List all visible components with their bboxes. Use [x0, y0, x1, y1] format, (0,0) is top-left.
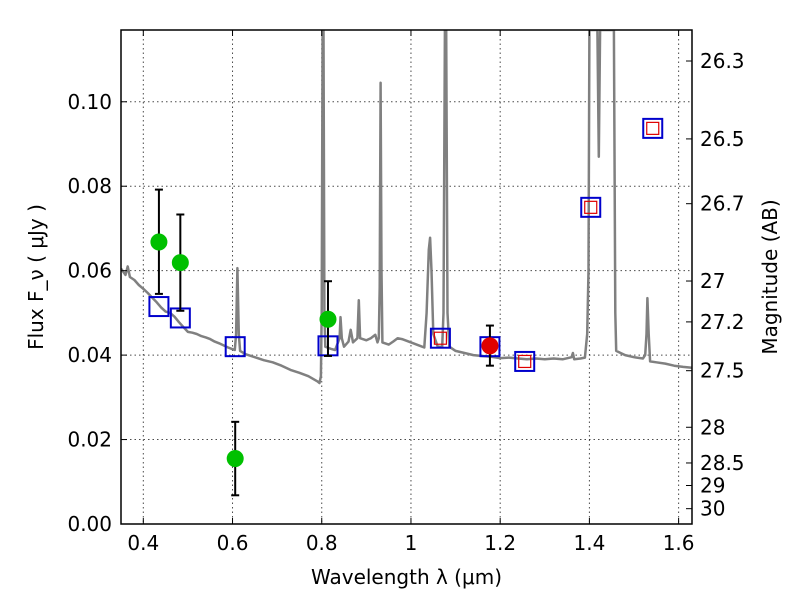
right-tick-label: 27.5 [700, 359, 745, 383]
observed-point [150, 233, 168, 251]
model-square-red [584, 200, 598, 214]
model-square-red [646, 121, 660, 135]
model-square-blue [224, 336, 246, 358]
observed-point [226, 450, 244, 468]
y-tick-label: 0.00 [67, 512, 112, 536]
y-tick-label: 0.06 [67, 259, 112, 283]
plot-frame [120, 29, 693, 525]
observed-point [171, 254, 189, 272]
spectrum-layer [121, 30, 692, 385]
x-tick-label: 0.6 [217, 531, 249, 555]
model-square-blue [148, 296, 170, 318]
right-tick-label: 28 [700, 415, 725, 439]
right-tick-label: 28.5 [700, 451, 745, 475]
model-square-blue [580, 196, 602, 218]
observed-point [481, 337, 499, 355]
y-axis-label: Flux F_ν ( μJy ) [24, 204, 48, 350]
y-tick-label: 0.10 [67, 90, 112, 114]
x-tick-label: 0.8 [306, 531, 338, 555]
y-tick-label: 0.08 [67, 174, 112, 198]
label-layer: 0.4 0.6 0.8 1 1.2 1.4 1.6 0.00 0.02 0.04 0.06 0.08 0… [24, 49, 782, 589]
observed-point [319, 310, 337, 328]
model-square-red [433, 331, 448, 345]
right-tick-label: 27 [700, 269, 725, 293]
right-tick-label: 26.3 [700, 49, 745, 73]
right-tick-label: 26.7 [700, 192, 745, 216]
model-square-red [518, 354, 532, 369]
x-tick-label: 0.4 [127, 531, 159, 555]
y-tick-label: 0.04 [67, 343, 112, 367]
right-axis-label: Magnitude (AB) [758, 199, 782, 354]
x-axis-label: Wavelength λ (μm) [311, 565, 502, 589]
model-square-blue [642, 117, 664, 139]
right-tick-label: 29 [700, 473, 725, 497]
model-square-blue [429, 327, 451, 349]
x-tick-label: 1.6 [663, 531, 695, 555]
x-tick-label: 1 [405, 531, 418, 555]
right-tick-label: 30 [700, 497, 725, 521]
tick-layer [121, 30, 692, 525]
y-tick-label: 0.02 [67, 428, 112, 452]
x-tick-label: 1.4 [573, 531, 605, 555]
x-tick-label: 1.2 [484, 531, 516, 555]
marker-layer [148, 117, 664, 497]
model-square-blue [514, 350, 536, 372]
spectrum-line [121, 30, 692, 385]
right-tick-label: 27.2 [700, 310, 745, 334]
right-tick-label: 26.5 [700, 127, 745, 151]
